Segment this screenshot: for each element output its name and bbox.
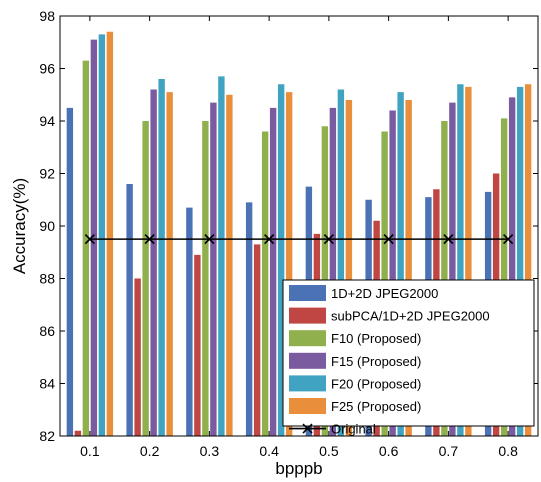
marker-stroke — [443, 234, 454, 245]
bar-f10-proposed--0.2 — [142, 121, 149, 436]
legend-label: F15 (Proposed) — [331, 354, 421, 369]
bar-f15-proposed--0.4 — [269, 107, 277, 437]
bar-f20-proposed--0.3 — [218, 76, 225, 437]
original-marker-0.3 — [204, 234, 215, 245]
bar-f25-proposed--0.8 — [524, 84, 532, 436]
bar-f10-proposed--0.1 — [82, 60, 90, 436]
bar-f25-proposed--0.5 — [345, 100, 353, 436]
bar-f20-proposed--0.4 — [277, 84, 285, 436]
marker-stroke — [383, 234, 394, 245]
bar-f10-proposed--0.7 — [441, 121, 448, 436]
original-marker-0.7 — [443, 234, 454, 245]
bar-f10-proposed--0.8 — [500, 118, 508, 436]
bar-subpca-1d-2d-jpeg2000-0.4 — [253, 244, 261, 436]
bar-1d-2d-jpeg2000-0.2 — [126, 184, 133, 436]
bar-f10-proposed--0.3 — [202, 121, 209, 436]
original-marker-0.1 — [84, 234, 95, 245]
legend-item-f10-proposed: F10 (Proposed) — [289, 330, 421, 347]
bar-f15-proposed--0.8 — [508, 97, 516, 437]
original-marker-0.6 — [383, 234, 394, 245]
bar-f20-proposed--0.1 — [98, 34, 106, 436]
x-tick-label-0.2: 0.2 — [140, 443, 160, 459]
marker-stroke — [84, 234, 95, 245]
y-tick-label-98: 98 — [39, 8, 55, 24]
legend-swatch — [289, 307, 326, 324]
original-marker-0.4 — [264, 234, 275, 245]
bar-f25-proposed--0.2 — [166, 92, 173, 436]
legend-swatch — [289, 330, 326, 347]
x-tick-label-0.3: 0.3 — [200, 443, 220, 459]
y-axis: 82 84 86 88 90 92 94 96 98 — [39, 8, 538, 444]
bar-1d-2d-jpeg2000-0.1 — [66, 107, 74, 437]
x-tick-label-0.8: 0.8 — [498, 443, 518, 459]
bar-subpca-1d-2d-jpeg2000-0.2 — [134, 278, 141, 436]
bar-f10-proposed--0.4 — [261, 131, 269, 436]
bar-1d-2d-jpeg2000-0.3 — [186, 207, 193, 436]
x-tick-label-0.7: 0.7 — [439, 443, 459, 459]
legend-label: F25 (Proposed) — [331, 399, 421, 414]
legend-item-f25-proposed: F25 (Proposed) — [289, 398, 421, 414]
bar-f15-proposed--0.7 — [449, 102, 456, 437]
y-tick-label-88: 88 — [39, 271, 55, 287]
bar-f20-proposed--0.8 — [516, 86, 524, 436]
bar-f20-proposed--0.6 — [397, 92, 404, 436]
bar-f25-proposed--0.7 — [465, 86, 472, 436]
legend-item-original: Original — [289, 422, 376, 437]
x-tick-label-0.5: 0.5 — [319, 443, 339, 459]
legend-label: Original — [331, 422, 376, 437]
original-marker-0.8 — [503, 234, 514, 245]
y-tick-label-96: 96 — [39, 61, 55, 77]
y-tick-label-84: 84 — [39, 376, 55, 392]
y-tick-label-92: 92 — [39, 166, 55, 182]
marker-stroke — [264, 234, 275, 245]
legend-label: F10 (Proposed) — [331, 331, 421, 346]
bar-f25-proposed--0.1 — [106, 31, 114, 436]
legend-swatch — [289, 398, 326, 414]
legend-swatch — [289, 285, 326, 301]
marker-stroke — [503, 234, 514, 245]
bar-f15-proposed--0.2 — [150, 89, 157, 436]
y-tick-label-82: 82 — [39, 428, 55, 444]
legend-label: subPCA/1D+2D JPEG2000 — [331, 309, 490, 324]
legend-swatch — [289, 352, 326, 369]
marker-stroke — [323, 234, 334, 245]
legend-item-f15-proposed: F15 (Proposed) — [289, 352, 421, 369]
x-tick-label-0.1: 0.1 — [80, 443, 100, 459]
marker-stroke — [144, 234, 155, 245]
bar-f20-proposed--0.2 — [158, 79, 165, 436]
marker-stroke — [204, 234, 215, 245]
x-axis-title: bpppb — [275, 459, 322, 478]
bar-f25-proposed--0.6 — [405, 100, 412, 436]
bar-f25-proposed--0.3 — [226, 94, 233, 436]
original-marker-0.5 — [323, 234, 334, 245]
y-axis-title: Accuracy(%) — [10, 178, 29, 274]
legend-item-1d-2d-jpeg2000: 1D+2D JPEG2000 — [289, 285, 438, 301]
bar-f25-proposed--0.4 — [285, 92, 293, 436]
bar-1d-2d-jpeg2000-0.4 — [245, 202, 253, 436]
legend-marker — [302, 423, 313, 434]
legend-swatch — [289, 375, 326, 392]
original-marker-0.2 — [144, 234, 155, 245]
x-tick-label-0.6: 0.6 — [379, 443, 399, 459]
legend-label: 1D+2D JPEG2000 — [331, 286, 438, 301]
y-tick-label-94: 94 — [39, 113, 55, 129]
bar-f15-proposed--0.1 — [90, 39, 98, 436]
bar-subpca-1d-2d-jpeg2000-0.3 — [194, 254, 201, 436]
legend-item-subpca-1d-2d-jpeg2000: subPCA/1D+2D JPEG2000 — [289, 307, 490, 324]
x-tick-label-0.4: 0.4 — [259, 443, 279, 459]
legend-label: F20 (Proposed) — [331, 376, 421, 391]
bar-f20-proposed--0.5 — [337, 89, 345, 436]
y-tick-label-86: 86 — [39, 323, 55, 339]
original-line-layer — [84, 234, 514, 245]
legend-item-f20-proposed: F20 (Proposed) — [289, 375, 421, 392]
bar-subpca-1d-2d-jpeg2000-0.1 — [74, 430, 82, 436]
legend: 1D+2D JPEG2000 subPCA/1D+2D JPEG2000 F10 (… — [282, 279, 535, 437]
bar-f15-proposed--0.6 — [389, 110, 396, 436]
x-axis: 0.1 0.2 0.3 0.4 0.5 0.6 0.7 0.8 — [80, 16, 518, 459]
y-tick-label-90: 90 — [39, 218, 55, 234]
bar-f20-proposed--0.7 — [457, 84, 464, 436]
bar-f15-proposed--0.5 — [329, 107, 337, 437]
bar-f15-proposed--0.3 — [210, 102, 217, 437]
